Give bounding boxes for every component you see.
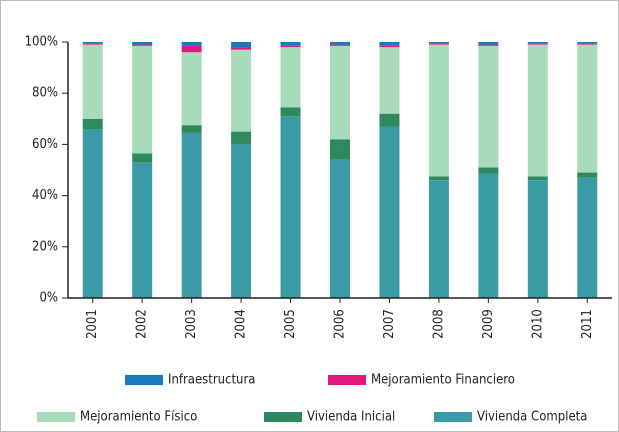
- bar-segment: [527, 176, 548, 181]
- x-tick-label: 2008: [431, 309, 446, 339]
- bar-segment: [82, 42, 103, 44]
- legend-label: Mejoramiento Financiero: [371, 373, 515, 388]
- bar-segment: [231, 144, 252, 298]
- bar-segment: [132, 45, 153, 154]
- legend-swatch: [37, 412, 75, 422]
- bar-segment: [478, 167, 499, 174]
- bar-segment: [231, 49, 252, 132]
- bar-segment: [527, 42, 548, 44]
- y-tick-label: 60%: [32, 137, 58, 152]
- x-tick-label: 2006: [333, 309, 348, 339]
- bar-segment: [428, 180, 449, 298]
- bar-segment: [181, 45, 202, 53]
- x-tick-label: 2009: [481, 309, 496, 339]
- bar-segment: [330, 159, 350, 298]
- bar-segment: [82, 43, 103, 45]
- legend-label: Vivienda Inicial: [307, 410, 395, 425]
- bar-segment: [231, 131, 252, 145]
- bar-segment: [181, 125, 202, 133]
- legend-swatch: [328, 375, 366, 385]
- bar-segment: [132, 44, 153, 46]
- bar-segment: [478, 173, 499, 298]
- bar-segment: [82, 44, 103, 119]
- bar-segment: [379, 45, 400, 48]
- bar-segment: [577, 44, 598, 173]
- bar-segment: [478, 44, 499, 46]
- bar-segment: [330, 139, 350, 160]
- y-tick-label: 0%: [39, 291, 58, 306]
- bar-segment: [280, 45, 301, 48]
- bar-segment: [428, 43, 449, 45]
- bar-segment: [132, 42, 153, 45]
- bar-segment: [330, 45, 350, 140]
- bar-segment: [527, 44, 548, 177]
- bar-segment: [280, 47, 301, 108]
- x-tick-label: 2005: [283, 309, 298, 339]
- bar-segment: [428, 44, 449, 177]
- legend-label: Mejoramiento Físico: [80, 410, 197, 425]
- bar-segment: [577, 43, 598, 45]
- y-tick-label: 100%: [25, 35, 58, 50]
- bar-segment: [132, 162, 153, 298]
- bar-segment: [428, 176, 449, 181]
- bar-segment: [379, 42, 400, 46]
- y-tick-label: 20%: [32, 239, 58, 254]
- legend-swatch: [264, 412, 302, 422]
- legend-swatch: [125, 375, 163, 385]
- bar-segment: [379, 47, 400, 114]
- legend-swatch: [434, 412, 472, 422]
- y-tick-label: 80%: [32, 86, 58, 101]
- bar-segment: [231, 47, 252, 50]
- bar-segment: [577, 172, 598, 178]
- x-tick-label: 2001: [85, 309, 100, 339]
- legend-label: Infraestructura: [168, 373, 255, 388]
- x-tick-label: 2007: [382, 309, 397, 339]
- bar-segment: [577, 42, 598, 44]
- bar-segment: [330, 44, 350, 46]
- bar-segment: [82, 118, 103, 130]
- bar-segment: [379, 113, 400, 127]
- bar-segment: [428, 42, 449, 44]
- bar-segment: [527, 43, 548, 45]
- bar-segment: [577, 177, 598, 298]
- bar-segment: [181, 132, 202, 298]
- x-tick-label: 2010: [530, 309, 545, 339]
- bar-segment: [330, 42, 350, 45]
- x-tick-label: 2002: [135, 309, 150, 339]
- bar-segment: [181, 42, 202, 46]
- bar-segment: [231, 42, 252, 48]
- bar-segment: [280, 42, 301, 46]
- x-tick-label: 2011: [580, 309, 595, 339]
- bar-segment: [379, 126, 400, 298]
- bar-segment: [527, 180, 548, 298]
- bar-segment: [280, 107, 301, 117]
- legend-label: Vivienda Completa: [477, 410, 587, 425]
- bar-segment: [478, 42, 499, 45]
- bar-segment: [280, 116, 301, 299]
- x-tick-label: 2003: [184, 309, 199, 339]
- bar-segment: [478, 45, 499, 168]
- bar-segment: [132, 153, 153, 163]
- x-tick-label: 2004: [234, 309, 249, 339]
- bar-segment: [181, 52, 202, 126]
- bar-segment: [82, 129, 103, 298]
- y-tick-label: 40%: [32, 188, 58, 203]
